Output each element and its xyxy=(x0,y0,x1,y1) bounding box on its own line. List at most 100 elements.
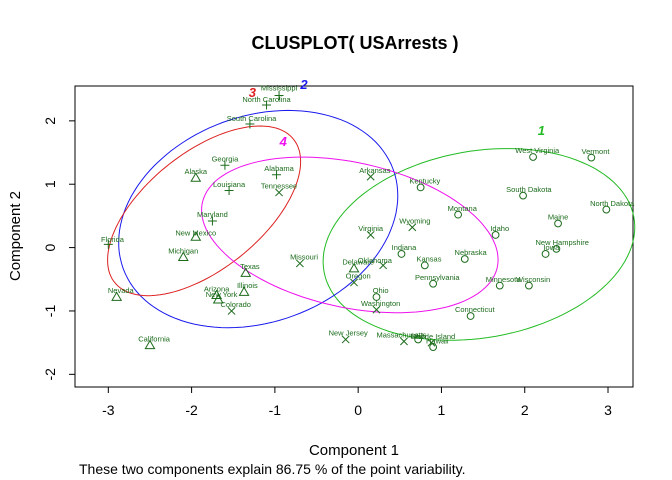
point-label: Virginia xyxy=(358,224,384,233)
point-label: Wyoming xyxy=(399,217,430,226)
data-points xyxy=(103,91,611,351)
cluster-3-ellipse xyxy=(107,125,302,297)
point-label: Nebraska xyxy=(455,248,488,257)
point-marker xyxy=(372,293,381,301)
point-label: California xyxy=(138,334,171,343)
x-tick-label: -3 xyxy=(102,402,115,418)
point-label: Texas xyxy=(240,262,260,271)
point-marker xyxy=(366,172,375,181)
point-label: Louisiana xyxy=(213,180,246,189)
point-label: Florida xyxy=(101,235,125,244)
point-marker xyxy=(541,250,550,258)
cluster-2-label: 2 xyxy=(299,77,308,92)
point-label: Missouri xyxy=(290,253,318,262)
point-marker xyxy=(212,293,224,304)
point-label: Rhode Island xyxy=(411,332,455,341)
point-label: South Carolina xyxy=(227,114,277,123)
point-marker xyxy=(552,244,561,253)
x-tick-label: 2 xyxy=(521,402,529,418)
point-marker xyxy=(429,343,438,351)
point-marker xyxy=(495,281,504,290)
y-axis-label: Component 2 xyxy=(7,191,24,281)
plot-frame xyxy=(74,85,634,388)
point-marker xyxy=(400,337,408,346)
x-tick-label: -2 xyxy=(185,402,198,418)
point-marker xyxy=(272,170,282,180)
point-marker xyxy=(372,305,381,314)
point-marker xyxy=(220,160,230,170)
cluster-3-label: 3 xyxy=(249,85,257,100)
point-label: Oregon xyxy=(346,272,371,281)
point-label: Colorado xyxy=(221,300,251,309)
chart-subtitle: These two components explain 86.75 % of … xyxy=(79,461,466,477)
cluster-2-ellipse xyxy=(118,109,399,329)
point-label: Idaho xyxy=(490,224,509,233)
point-label: Utah xyxy=(410,332,426,341)
point-label: North Carolina xyxy=(242,95,291,104)
point-marker xyxy=(519,191,527,200)
point-marker xyxy=(379,261,388,270)
point-marker xyxy=(408,223,417,232)
point-label: Tennessee xyxy=(261,182,297,191)
point-label: New Jersey xyxy=(329,329,368,338)
point-labels: Mississippi North Carolina South Carolina G… xyxy=(101,83,635,345)
point-marker xyxy=(224,186,234,196)
point-marker xyxy=(207,216,217,226)
y-tick-label: -1 xyxy=(42,305,58,318)
point-label: Alabama xyxy=(264,164,294,173)
point-marker xyxy=(429,279,438,288)
point-marker xyxy=(529,153,537,161)
point-label: Arizona xyxy=(204,284,230,293)
point-label: Arkansas xyxy=(359,166,391,175)
point-label: Washington xyxy=(361,299,400,308)
point-marker xyxy=(466,312,475,320)
point-marker xyxy=(460,255,469,263)
x-tick-label: 3 xyxy=(604,402,612,418)
point-label: Pennsylvania xyxy=(415,273,460,282)
point-marker xyxy=(177,251,189,261)
point-marker xyxy=(414,335,423,344)
point-marker xyxy=(111,291,123,301)
point-marker xyxy=(587,153,596,162)
point-marker xyxy=(454,210,463,219)
point-marker xyxy=(238,286,250,296)
point-marker xyxy=(190,231,202,241)
point-label: Ohio xyxy=(373,286,389,295)
point-label: Connecticut xyxy=(455,305,496,314)
y-axis: -2 -1 0 1 2 xyxy=(42,117,75,381)
point-marker xyxy=(416,183,425,192)
point-marker xyxy=(348,262,360,273)
point-marker xyxy=(427,338,436,347)
point-label: Indiana xyxy=(392,243,417,252)
point-label: Kentucky xyxy=(409,177,440,186)
point-label: Maine xyxy=(548,213,568,222)
point-label: Alaska xyxy=(185,167,208,176)
cluster-labels: 1 2 3 4 xyxy=(249,77,545,149)
y-tick-label: 1 xyxy=(42,180,58,188)
point-marker xyxy=(103,239,113,249)
point-marker xyxy=(245,119,255,129)
point-marker xyxy=(341,335,350,344)
point-label: New York xyxy=(206,290,238,299)
x-tick-label: -1 xyxy=(269,402,282,418)
point-marker xyxy=(227,307,236,315)
cluster-ellipses xyxy=(107,109,636,341)
point-label: New Hampshire xyxy=(536,238,589,247)
point-marker xyxy=(397,250,406,258)
point-label: Michigan xyxy=(168,246,198,255)
point-label: Montana xyxy=(448,204,478,213)
y-tick-label: -2 xyxy=(42,368,58,381)
point-label: Maryland xyxy=(197,210,228,219)
point-marker xyxy=(524,281,533,290)
cluster-1-ellipse xyxy=(322,148,636,341)
point-label: South Dakota xyxy=(506,185,552,194)
point-label: Minnesota xyxy=(486,275,521,284)
point-label: Georgia xyxy=(212,154,240,163)
point-marker xyxy=(420,261,429,270)
x-axis-label: Component 1 xyxy=(309,442,399,459)
point-marker xyxy=(144,339,156,350)
point-label: New Mexico xyxy=(175,229,216,238)
point-marker xyxy=(275,188,283,197)
point-label: West Virginia xyxy=(515,146,560,155)
x-tick-label: 1 xyxy=(438,402,446,418)
